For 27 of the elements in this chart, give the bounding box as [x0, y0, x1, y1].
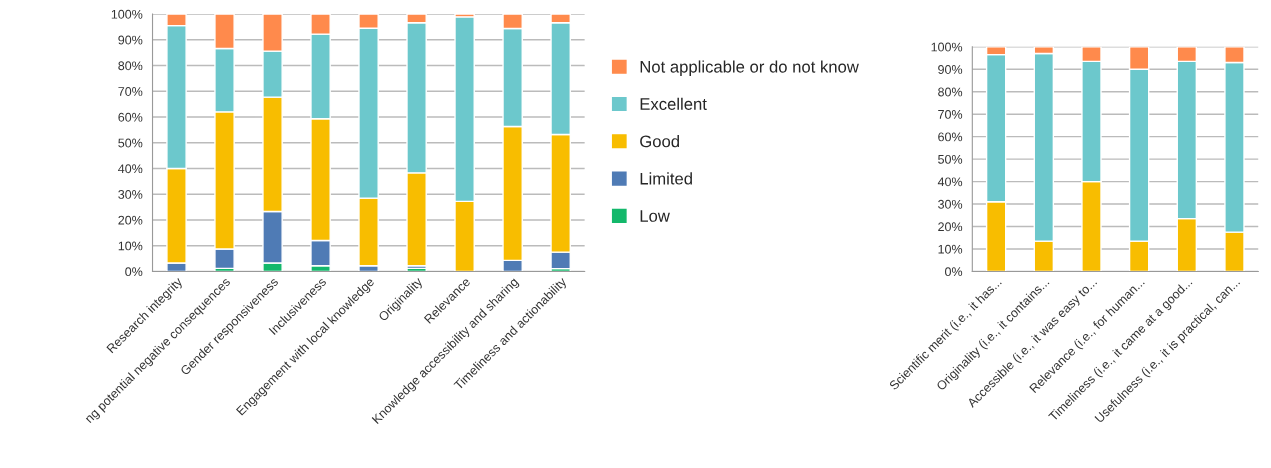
y-tick-label: 60% — [938, 132, 963, 142]
y-tick-label: 20% — [118, 215, 143, 225]
y-tick-label: 40% — [118, 164, 143, 174]
y-tick-label: 90% — [938, 65, 963, 74]
y-tick-label: 40% — [937, 177, 963, 187]
y-tick-label: 30% — [118, 190, 143, 199]
y-tick-label: 70% — [118, 87, 143, 96]
y-tick-label: 0% — [125, 267, 143, 277]
legend-label: Limited — [640, 172, 692, 185]
y-tick-label: 60% — [118, 112, 143, 122]
y-tick-label: 0% — [945, 267, 963, 277]
y-tick-label: 50% — [118, 138, 143, 148]
y-tick-label: 80% — [118, 61, 143, 71]
y-tick-label: 20% — [938, 222, 963, 232]
legend-label: Excellent — [640, 97, 707, 110]
y-tick-label: 100% — [111, 9, 143, 19]
y-tick-label: 30% — [938, 199, 963, 209]
y-tick-label: 80% — [938, 87, 963, 97]
y-tick-label: 10% — [118, 241, 143, 251]
y-tick-label: 70% — [938, 109, 963, 119]
y-tick-label: 90% — [118, 35, 143, 45]
y-tick-label: 10% — [938, 244, 963, 254]
legend-label: Low — [640, 210, 670, 222]
legend-label: Not applicable or do not know — [640, 60, 859, 76]
y-tick-label: 100% — [931, 42, 963, 52]
y-tick-label: 50% — [938, 154, 963, 164]
legend-label: Good — [640, 135, 679, 148]
